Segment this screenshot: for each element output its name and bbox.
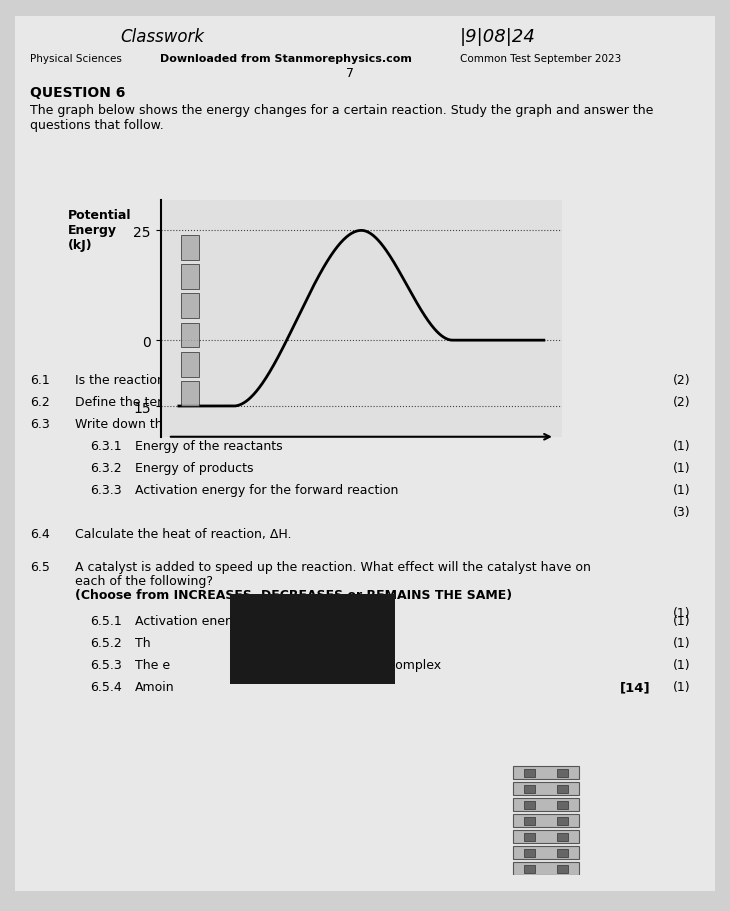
Text: (2): (2) [672, 374, 690, 386]
Text: |9|08|24: |9|08|24 [460, 28, 536, 46]
FancyBboxPatch shape [557, 865, 568, 873]
FancyBboxPatch shape [512, 845, 579, 858]
FancyBboxPatch shape [180, 382, 199, 406]
Text: Write down the value for each of the following:: Write down the value for each of the fol… [75, 417, 369, 431]
Text: 6.3.1: 6.3.1 [90, 439, 122, 453]
Text: Physical Sciences: Physical Sciences [30, 54, 122, 64]
Text: 6.5.1: 6.5.1 [90, 615, 122, 628]
FancyBboxPatch shape [512, 830, 579, 843]
Text: activated complex: activated complex [168, 395, 283, 408]
Text: 6.5.2: 6.5.2 [90, 637, 122, 650]
Text: 6.3.2: 6.3.2 [90, 462, 122, 475]
FancyBboxPatch shape [524, 817, 534, 824]
Text: 6.2: 6.2 [30, 395, 50, 408]
FancyBboxPatch shape [512, 782, 579, 794]
FancyBboxPatch shape [557, 769, 568, 777]
Text: The graph below shows the energy changes for a certain reaction. Study the graph: The graph below shows the energy changes… [30, 104, 653, 117]
Text: Calculate the heat of reaction, ΔH.: Calculate the heat of reaction, ΔH. [75, 527, 291, 540]
FancyBboxPatch shape [15, 17, 715, 891]
Text: (1): (1) [672, 484, 690, 496]
Text: 6.5.4: 6.5.4 [90, 681, 122, 693]
Text: (3): (3) [672, 506, 690, 518]
FancyBboxPatch shape [557, 833, 568, 841]
FancyBboxPatch shape [180, 323, 199, 348]
Text: The e: The e [135, 659, 170, 671]
Text: Classwork: Classwork [120, 28, 204, 46]
FancyBboxPatch shape [512, 814, 579, 827]
FancyBboxPatch shape [230, 595, 395, 685]
Text: Is the reaction EXOTHERMIC or ENDOTHERMIC? Give a reason for the answer.: Is the reaction EXOTHERMIC or ENDOTHERMI… [75, 374, 561, 386]
Text: Energy: Energy [68, 224, 117, 237]
FancyBboxPatch shape [524, 802, 534, 809]
Text: (2): (2) [672, 395, 690, 408]
Text: Activation energy: Activation energy [135, 615, 245, 628]
Text: Activation energy for the forward reaction: Activation energy for the forward reacti… [135, 484, 399, 496]
FancyBboxPatch shape [180, 294, 199, 319]
FancyBboxPatch shape [557, 802, 568, 809]
Text: 6.3.3: 6.3.3 [90, 484, 122, 496]
FancyBboxPatch shape [524, 865, 534, 873]
FancyBboxPatch shape [557, 849, 568, 856]
FancyBboxPatch shape [524, 785, 534, 793]
Text: questions that follow.: questions that follow. [30, 118, 164, 132]
Text: .: . [278, 395, 282, 408]
Text: 7: 7 [346, 67, 354, 80]
Text: the: the [310, 659, 331, 671]
FancyBboxPatch shape [512, 766, 579, 779]
Text: (1): (1) [672, 462, 690, 475]
Text: 6.1: 6.1 [30, 374, 50, 386]
FancyBboxPatch shape [512, 862, 579, 875]
Text: Downloaded from Stanmorephysics.com: Downloaded from Stanmorephysics.com [160, 54, 412, 64]
FancyBboxPatch shape [180, 265, 199, 290]
Text: 6.5: 6.5 [30, 560, 50, 573]
Text: Potential: Potential [68, 209, 131, 221]
Text: (1): (1) [672, 681, 690, 693]
Text: Define the term: Define the term [75, 395, 178, 408]
Text: A catalyst is added to speed up the reaction. What effect will the catalyst have: A catalyst is added to speed up the reac… [75, 560, 591, 573]
Text: 6.4: 6.4 [30, 527, 50, 540]
Text: 6.5.3: 6.5.3 [90, 659, 122, 671]
Text: (1): (1) [672, 607, 690, 619]
Text: (1): (1) [672, 615, 690, 628]
Text: Amoin: Amoin [135, 681, 174, 693]
FancyBboxPatch shape [180, 236, 199, 261]
Text: [14]: [14] [620, 681, 650, 693]
Text: tivated complex: tivated complex [340, 659, 441, 671]
Text: (1): (1) [672, 439, 690, 453]
FancyBboxPatch shape [180, 353, 199, 377]
Text: Common Test September 2023: Common Test September 2023 [460, 54, 621, 64]
Text: each of the following?: each of the following? [75, 574, 213, 588]
FancyBboxPatch shape [557, 817, 568, 824]
Text: (kJ): (kJ) [68, 239, 93, 251]
Text: Energy of the reactants: Energy of the reactants [135, 439, 283, 453]
Text: (1): (1) [672, 637, 690, 650]
FancyBboxPatch shape [557, 785, 568, 793]
Text: QUESTION 6: QUESTION 6 [30, 86, 126, 100]
Text: (1): (1) [672, 659, 690, 671]
Text: (Choose from INCREASES, DECREASES or REMAINS THE SAME): (Choose from INCREASES, DECREASES or REM… [75, 589, 512, 601]
FancyBboxPatch shape [524, 769, 534, 777]
Text: Energy of products: Energy of products [135, 462, 253, 475]
FancyBboxPatch shape [524, 849, 534, 856]
FancyBboxPatch shape [512, 798, 579, 811]
Text: Course of reaction: Course of reaction [251, 356, 389, 370]
Text: 6.3: 6.3 [30, 417, 50, 431]
Text: Th: Th [135, 637, 150, 650]
FancyBboxPatch shape [524, 833, 534, 841]
